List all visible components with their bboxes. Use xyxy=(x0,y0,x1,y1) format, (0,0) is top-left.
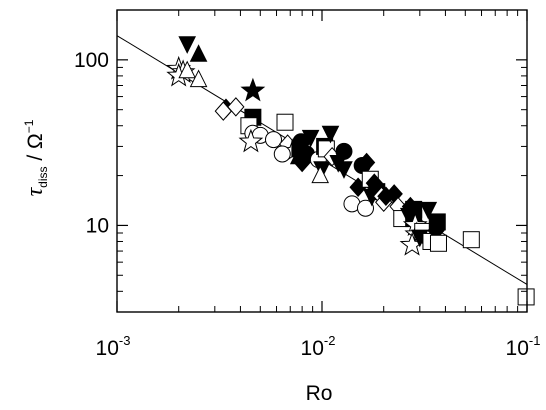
data-point-triangle-up-filled xyxy=(189,44,208,62)
data-point-square-open xyxy=(462,231,480,249)
data-point-triangle-down-filled xyxy=(321,125,340,144)
y-axis-title-unit: / Ω xyxy=(24,133,47,166)
data-point-triangle-up-open xyxy=(189,69,208,88)
data-point-star-open xyxy=(238,128,264,153)
data-point-triangle-up-open xyxy=(311,165,330,184)
data-point-diamond-filled xyxy=(293,152,311,173)
y-axis-title-subscript: diss xyxy=(36,166,50,187)
data-point-triangle-down-filled xyxy=(335,161,353,179)
y-axis-title-superscript: −1 xyxy=(22,119,36,133)
x-tick-label: 10-1 xyxy=(506,333,541,360)
data-point-circle-filled xyxy=(335,142,353,160)
data-point-square-open xyxy=(276,113,294,131)
y-axis-title: τdiss / Ω−1 xyxy=(22,119,50,196)
data-point-circle-open xyxy=(265,131,283,149)
data-point-triangle-down-filled xyxy=(301,129,320,148)
x-tick-label: 10-3 xyxy=(96,333,131,360)
data-point-triangle-down-filled xyxy=(419,201,438,220)
data-point-triangle-down-filled xyxy=(178,36,197,54)
data-point-diamond-open xyxy=(227,97,245,117)
data-point-square-open xyxy=(517,288,535,306)
x-axis-title: Ro xyxy=(306,382,333,405)
data-point-triangle-up-open xyxy=(178,60,197,79)
y-axis-title-main: τ xyxy=(22,186,48,196)
y-tick-label: 10 xyxy=(86,214,109,237)
data-layer xyxy=(116,35,535,306)
data-point-circle-open xyxy=(356,199,374,217)
data-point-square-open xyxy=(429,234,447,252)
data-point-circle-open xyxy=(273,145,291,163)
x-tick-label: 10-2 xyxy=(301,333,336,360)
y-tick-label: 100 xyxy=(74,49,109,72)
data-point-star-filled xyxy=(240,77,266,102)
tick-layer: 10-3 10-2 10-1 10 100 xyxy=(74,9,541,360)
